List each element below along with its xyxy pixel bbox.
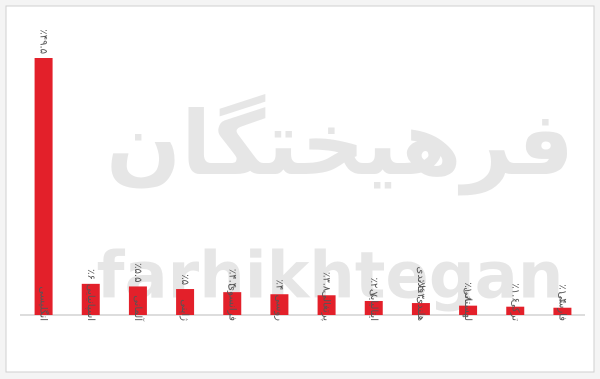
x-tick-label: ترکی bbox=[509, 300, 520, 322]
value-label: ٪۲.۷ bbox=[368, 278, 379, 298]
x-tick-label: اسپانیایی bbox=[85, 284, 96, 321]
x-tick-label: پرتغالی bbox=[321, 291, 332, 322]
bar bbox=[317, 295, 336, 315]
value-label: ٪۲.۳ bbox=[415, 280, 426, 300]
bar bbox=[223, 292, 242, 315]
x-tick-label: هلندی فلاندی bbox=[415, 267, 426, 321]
x-tick-label: ایتالیایی bbox=[368, 289, 379, 321]
watermark: فرهیختگان farhikhtegan bbox=[97, 92, 574, 314]
bar bbox=[553, 307, 572, 315]
value-label: ٪۴.۴ bbox=[226, 269, 237, 288]
value-label: ٪۵.۵ bbox=[132, 263, 143, 282]
value-label: ٪۵ bbox=[179, 274, 190, 285]
x-tick-label: لهستانی bbox=[462, 287, 473, 321]
x-tick-label: انگلیسی bbox=[38, 286, 50, 321]
bar bbox=[459, 305, 478, 315]
x-tick-label: آلمانی bbox=[132, 295, 145, 322]
bar bbox=[176, 289, 195, 315]
value-label: ٪۱.۸ bbox=[462, 282, 473, 302]
x-tick-label: فرانسوی bbox=[226, 283, 237, 321]
bar bbox=[128, 286, 147, 315]
bar bbox=[34, 58, 53, 315]
value-label: ٪۱.۶ bbox=[509, 283, 520, 302]
x-tick-label: روسی bbox=[273, 295, 284, 322]
bar bbox=[411, 303, 430, 315]
x-tick-label: ژاپنی bbox=[179, 299, 190, 321]
value-label: ٪۳.۸ bbox=[321, 272, 332, 292]
bar bbox=[506, 306, 525, 315]
value-label: ٪۴ bbox=[273, 279, 284, 290]
chart-frame bbox=[5, 5, 595, 373]
value-label: ٪۴۹.۵ bbox=[38, 29, 49, 54]
bar bbox=[270, 294, 289, 315]
value-label: ٪۱.۴ bbox=[556, 284, 567, 303]
watermark-fa: فرهیختگان bbox=[106, 92, 574, 195]
bar bbox=[81, 283, 100, 315]
x-tick-label: فارسی bbox=[556, 292, 567, 322]
value-label: ٪۶ bbox=[85, 269, 96, 280]
bar bbox=[364, 300, 383, 315]
